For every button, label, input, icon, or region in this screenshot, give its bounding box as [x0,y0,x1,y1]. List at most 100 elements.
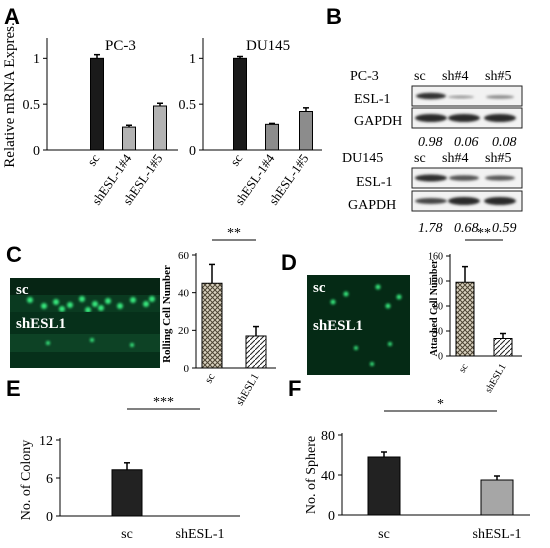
fluorescent-cell [105,298,111,304]
y-axis-label: Rolling Cell Number [161,265,173,363]
chart-title: DU145 [246,38,290,54]
y-tick-label: 0.5 [23,98,41,113]
micrograph-label: sc [313,280,326,296]
fluorescent-cell [67,302,73,308]
category-label: shESL-1 [473,527,522,542]
micrograph-d-shesl1: shESL1 [307,313,410,375]
fluorescent-cell [330,299,336,305]
y-tick-label: 40 [433,327,443,338]
bar [201,282,223,369]
bar [493,338,513,357]
y-tick-label: 1 [189,52,196,67]
fluorescent-cells [46,338,134,347]
micrograph-channel [10,334,160,352]
fluorescent-cell [59,306,65,312]
fluorescent-cell [53,299,59,305]
category-label: shESL1 [483,362,508,395]
chart-title: PC-3 [105,38,136,54]
significance-stars: ** [227,226,241,241]
fluorescent-cell [92,301,98,307]
blot-band [448,95,474,99]
y-tick-label: 120 [428,277,443,288]
panel-label-c: C [6,242,22,267]
y-tick-label: 1 [33,52,40,67]
blot-band [415,174,447,182]
panel-label-b: B [326,4,342,29]
fluorescent-cell [41,303,47,309]
chart-e-colony: 0 6 12 sc shESL-1 No. of Colony *** [19,395,240,542]
fluorescent-cell [90,338,94,342]
fluorescent-cell [396,294,402,300]
y-axis-label: Attached Cell Number [429,259,440,356]
western-blot-pc3: PC-3 sc sh#4 sh#5 ESL-1 GAPDH 0.98 0.06 … [350,69,523,150]
category-label: sc [121,527,133,542]
y-tick-label: 20 [178,325,190,337]
blot-band [448,197,480,205]
blot-cell-line-pc3: PC-3 [350,69,379,84]
blot-ratio: 1.78 [418,221,443,236]
fluorescent-cell [117,303,123,309]
panel-label-a: A [4,4,20,29]
blot-lane-label: sh#4 [442,151,468,166]
y-axis-label: No. of Colony [19,440,34,521]
micrograph-c-shesl1: shESL1 [10,312,160,368]
blot-band [486,95,514,99]
fluorescent-cell [130,297,136,303]
panel-label-f: F [288,376,301,401]
fluorescent-cell [98,305,104,311]
fluorescent-cell [79,296,85,302]
y-tick-label: 6 [46,472,53,487]
y-tick-label: 0 [438,352,443,363]
chart-d-attached: 0 40 80 120 160 sc shESL1 Attached Cell Number *… [428,226,522,395]
blot-lane-label: sh#5 [485,69,511,84]
y-axis-label: Relative mRNA Expres. [2,22,18,167]
fluorescent-cell [143,301,149,307]
panel-label-d: D [281,250,297,275]
bar [455,281,475,357]
y-tick-label: 0 [33,144,40,159]
fluorescent-cells [354,342,392,366]
blot-ratio: 0.59 [492,221,517,236]
blot-lane-label: sc [414,151,426,166]
significance-stars: ** [477,226,491,241]
bar [367,456,401,516]
fluorescent-cell [149,296,155,302]
y-tick-label: 12 [39,434,53,449]
blot-band [485,175,515,181]
category-label: sc [227,151,246,169]
bar [265,123,279,151]
y-axis-label: No. of Sphere [304,436,319,514]
y-tick-label: 60 [178,250,190,262]
y-tick-label: 160 [428,252,443,263]
blot-ratio: 0.68 [454,221,479,236]
fluorescent-cell [46,341,50,345]
blot-band [416,92,446,100]
blot-band [449,175,479,181]
bar [245,335,267,369]
fluorescent-cell [370,362,374,366]
y-tick-label: 0 [46,510,53,525]
blot-band [415,114,447,122]
fluorescent-cell [85,307,91,313]
bar [233,57,247,151]
category-label: shESL-1 [176,527,225,542]
y-tick-label: 40 [321,469,335,484]
blot-protein-label: ESL-1 [354,92,391,107]
y-tick-label: 80 [433,302,443,313]
blot-lane-label: sh#5 [485,151,511,166]
chart-f-sphere: 0 40 80 sc shESL-1 No. of Sphere * [304,397,530,542]
micrograph-label: shESL1 [16,316,66,332]
blot-ratio: 0.98 [418,135,443,150]
blot-band [484,114,516,122]
fluorescent-cell [388,342,392,346]
y-tick-label: 0.5 [179,98,197,113]
micrograph-channel [10,295,160,313]
fluorescent-cell [130,343,134,347]
fluorescent-cell [375,284,381,290]
blot-protein-label: ESL-1 [356,175,393,190]
y-tick-label: 0 [328,509,335,524]
blot-band [448,114,480,122]
